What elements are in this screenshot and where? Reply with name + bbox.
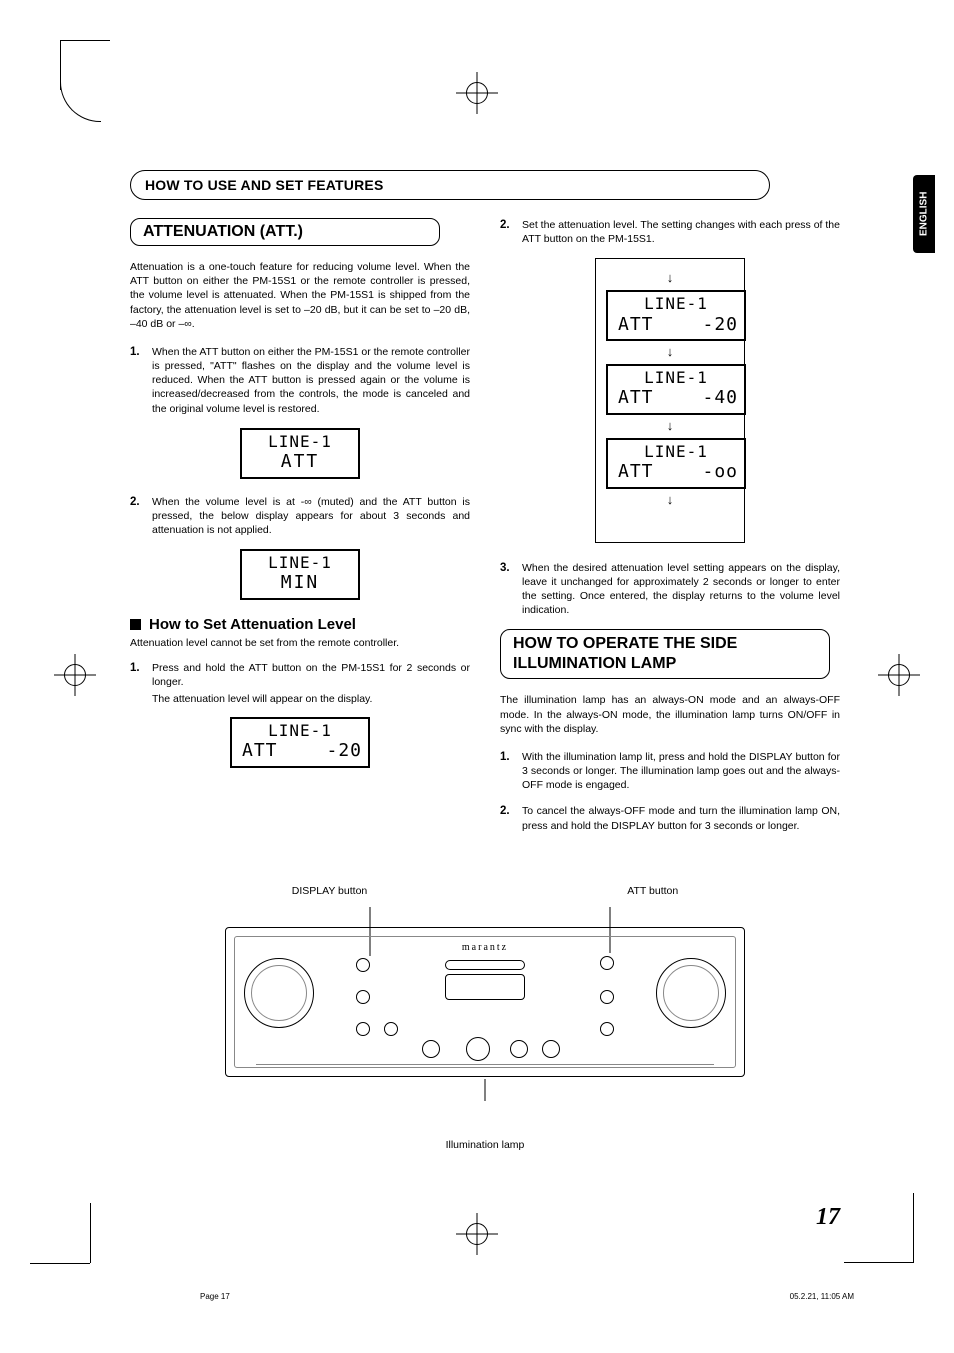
arrow-down-icon: ↓	[606, 345, 734, 358]
small-button[interactable]	[356, 990, 370, 1004]
brand-logo: marantz	[462, 942, 508, 953]
arrow-down-icon: ↓	[606, 419, 734, 432]
right-step-2: Set the attenuation level. The setting c…	[522, 218, 840, 246]
heading-illumination: HOW TO OPERATE THE SIDE ILLUMINATION LAM…	[500, 629, 830, 679]
display-pill	[445, 960, 525, 970]
left-column: ATTENUATION (ATT.) Attenuation is a one-…	[130, 218, 470, 845]
page-content: ENGLISH HOW TO USE AND SET FEATURES ATTE…	[130, 170, 840, 1151]
power-button[interactable]	[466, 1037, 490, 1061]
treble-knob[interactable]	[542, 1040, 560, 1058]
step-1: When the ATT button on either the PM-15S…	[152, 345, 470, 416]
right-step-3: When the desired attenuation level setti…	[522, 561, 840, 618]
intro-text: Attenuation is a one-touch feature for r…	[130, 260, 470, 331]
substep-1: Press and hold the ATT button on the PM-…	[152, 661, 470, 689]
phones-jack	[422, 1040, 440, 1058]
att-button[interactable]	[600, 956, 614, 970]
right-column: 2.Set the attenuation level. The setting…	[500, 218, 840, 845]
display-button[interactable]	[356, 958, 370, 972]
section-title: HOW TO USE AND SET FEATURES	[130, 170, 770, 200]
language-tab: ENGLISH	[913, 175, 935, 253]
substep-note: The attenuation level will appear on the…	[152, 693, 470, 705]
step-2: When the volume level is at -∞ (muted) a…	[152, 495, 470, 538]
volume-knob	[656, 958, 726, 1028]
display-window	[445, 974, 525, 1000]
callout-att-button: ATT button	[627, 885, 678, 897]
small-button[interactable]	[384, 1022, 398, 1036]
heading-attenuation: ATTENUATION (ATT.)	[130, 218, 440, 246]
small-button[interactable]	[356, 1022, 370, 1036]
print-footer: Page 17 05.2.21, 11:05 AM	[200, 1292, 854, 1301]
subheading-set-level: How to Set Attenuation Level	[130, 616, 470, 633]
lcd-att-20: LINE-1 ATT-20	[230, 717, 370, 768]
intro2-text: The illumination lamp has an always-ON m…	[500, 693, 840, 736]
bass-knob[interactable]	[510, 1040, 528, 1058]
small-button[interactable]	[600, 1022, 614, 1036]
attenuation-steps: 1.When the ATT button on either the PM-1…	[130, 345, 470, 416]
illumination-lamp	[256, 1064, 714, 1076]
lcd-min: LINE-1 MIN	[240, 549, 360, 600]
callout-display-button: DISPLAY button	[292, 885, 368, 897]
arrow-down-icon: ↓	[606, 493, 734, 506]
amplifier-front-panel: marantz	[225, 927, 745, 1077]
callout-illumination-lamp: Illumination lamp	[130, 1139, 840, 1151]
page-number: 17	[816, 1204, 840, 1231]
device-diagram: DISPLAY button ATT button marantz	[130, 885, 840, 1151]
sub-note: Attenuation level cannot be set from the…	[130, 637, 470, 649]
illum-step-2: To cancel the always-OFF mode and turn t…	[522, 804, 840, 832]
arrow-down-icon: ↓	[606, 271, 734, 284]
lcd-cycle: ↓ LINE-1ATT-20 ↓ LINE-1ATT-40 ↓ LINE-1AT…	[595, 258, 745, 542]
illum-step-1: With the illumination lamp lit, press an…	[522, 750, 840, 793]
small-button[interactable]	[600, 990, 614, 1004]
lcd-att: LINE-1 ATT	[240, 428, 360, 479]
input-selector-knob	[244, 958, 314, 1028]
